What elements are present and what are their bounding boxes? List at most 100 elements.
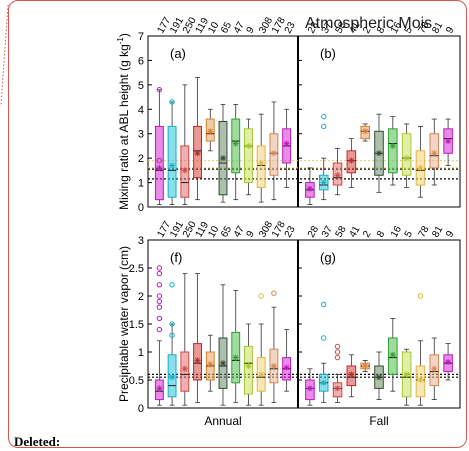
outlier-point bbox=[169, 282, 175, 288]
x-group-label: Fall bbox=[369, 414, 388, 428]
mean-marker bbox=[348, 371, 355, 378]
mean-marker bbox=[334, 385, 341, 392]
count-label: 9 bbox=[444, 229, 457, 240]
y-tick-label: 1 bbox=[138, 347, 144, 359]
count-label: 2 bbox=[361, 229, 374, 240]
count-label: 16 bbox=[389, 20, 404, 36]
count-label: 37 bbox=[320, 224, 335, 240]
count-label: 16 bbox=[389, 224, 404, 240]
y-tick-label: 0.5 bbox=[129, 375, 144, 387]
count-label: 23 bbox=[283, 20, 298, 36]
count-label: 41 bbox=[347, 20, 362, 36]
box bbox=[256, 145, 266, 188]
panel-label: (f) bbox=[170, 250, 182, 265]
mean-marker bbox=[283, 140, 290, 147]
outlier-point bbox=[334, 354, 341, 361]
y-axis-label: Precipitable water vapor (cm) bbox=[117, 246, 131, 402]
outlier-point bbox=[334, 349, 341, 355]
mean-marker bbox=[181, 365, 188, 372]
mean-marker bbox=[169, 162, 176, 169]
x-group-label: Annual bbox=[204, 414, 241, 428]
panel-2: 0 0.5 1 1.5 2 2.5 3 Precipitable water vapor (c… bbox=[117, 219, 461, 428]
mean-marker bbox=[270, 150, 277, 157]
count-label: 47 bbox=[232, 224, 247, 240]
mean-marker bbox=[169, 374, 176, 381]
panel-label: (a) bbox=[170, 46, 186, 61]
mean-marker bbox=[320, 379, 327, 386]
mean-marker bbox=[232, 354, 239, 361]
count-label: 9 bbox=[245, 25, 258, 36]
count-label: 9 bbox=[245, 229, 258, 240]
outlier-point bbox=[156, 315, 163, 322]
mean-marker bbox=[431, 365, 438, 372]
outlier-point bbox=[156, 270, 163, 277]
panel-label: (g) bbox=[320, 250, 336, 265]
box bbox=[167, 125, 177, 198]
mean-marker bbox=[306, 185, 313, 192]
outlier-point bbox=[156, 157, 163, 164]
mean-marker bbox=[403, 155, 410, 162]
mean-marker bbox=[362, 363, 369, 369]
mean-marker bbox=[431, 150, 438, 157]
mean-marker bbox=[156, 164, 163, 171]
mean-marker bbox=[258, 371, 265, 378]
mean-marker bbox=[334, 172, 341, 179]
mean-marker bbox=[306, 385, 313, 392]
y-tick-label: 3 bbox=[138, 129, 144, 141]
mean-marker bbox=[258, 160, 265, 167]
y-tick-label: 6 bbox=[138, 55, 144, 67]
outlier-point bbox=[417, 293, 424, 299]
mean-marker bbox=[207, 361, 214, 368]
y-axis-label: Mixing ratio at ABL height (g kg-1) bbox=[116, 33, 131, 210]
deleted-label: Deleted: bbox=[14, 434, 61, 449]
panel-label: (b) bbox=[320, 46, 336, 61]
axes-box bbox=[147, 239, 461, 409]
mean-marker bbox=[417, 377, 424, 383]
box bbox=[388, 128, 398, 174]
count-label: 81 bbox=[430, 20, 445, 36]
box bbox=[401, 133, 412, 176]
mean-marker bbox=[362, 128, 369, 135]
outlier-point bbox=[321, 335, 327, 341]
mean-marker bbox=[376, 374, 382, 381]
mean-marker bbox=[270, 363, 277, 369]
mean-marker bbox=[245, 142, 252, 149]
figure-title: Atmospheric Mois bbox=[305, 15, 432, 32]
box bbox=[244, 128, 253, 184]
y-tick-label: 3 bbox=[138, 235, 144, 247]
outlier-point bbox=[156, 298, 163, 305]
outlier-point bbox=[156, 304, 163, 310]
mean-marker bbox=[389, 142, 396, 149]
y-tick-label: 2 bbox=[138, 153, 144, 165]
mean-marker bbox=[283, 364, 290, 371]
count-label: 65 bbox=[219, 20, 234, 36]
y-tick-label: 0 bbox=[138, 403, 144, 415]
outlier-point bbox=[156, 87, 163, 93]
mean-marker bbox=[245, 363, 252, 369]
count-label: 10 bbox=[206, 224, 221, 240]
outlier-point bbox=[321, 113, 327, 120]
count-label: 81 bbox=[430, 224, 445, 240]
count-label: 41 bbox=[347, 224, 362, 240]
axes-box bbox=[147, 35, 461, 208]
mean-marker bbox=[376, 150, 382, 157]
count-label: 10 bbox=[206, 20, 221, 36]
outlier-point bbox=[169, 332, 175, 338]
mean-marker bbox=[207, 128, 214, 135]
mean-marker bbox=[445, 138, 452, 145]
box bbox=[244, 345, 253, 395]
mean-marker bbox=[417, 164, 424, 171]
outlier-point bbox=[156, 293, 163, 299]
mean-marker bbox=[348, 157, 355, 164]
outlier-point bbox=[334, 343, 341, 350]
y-tick-label: 1.5 bbox=[129, 319, 144, 331]
count-label: 28 bbox=[306, 20, 321, 36]
count-label: 2 bbox=[361, 25, 374, 36]
y-tick-label: 2 bbox=[138, 291, 144, 303]
y-tick-label: 0 bbox=[138, 202, 144, 214]
mean-marker bbox=[320, 179, 327, 186]
count-label: 47 bbox=[232, 20, 247, 36]
outlier-point bbox=[321, 301, 327, 308]
